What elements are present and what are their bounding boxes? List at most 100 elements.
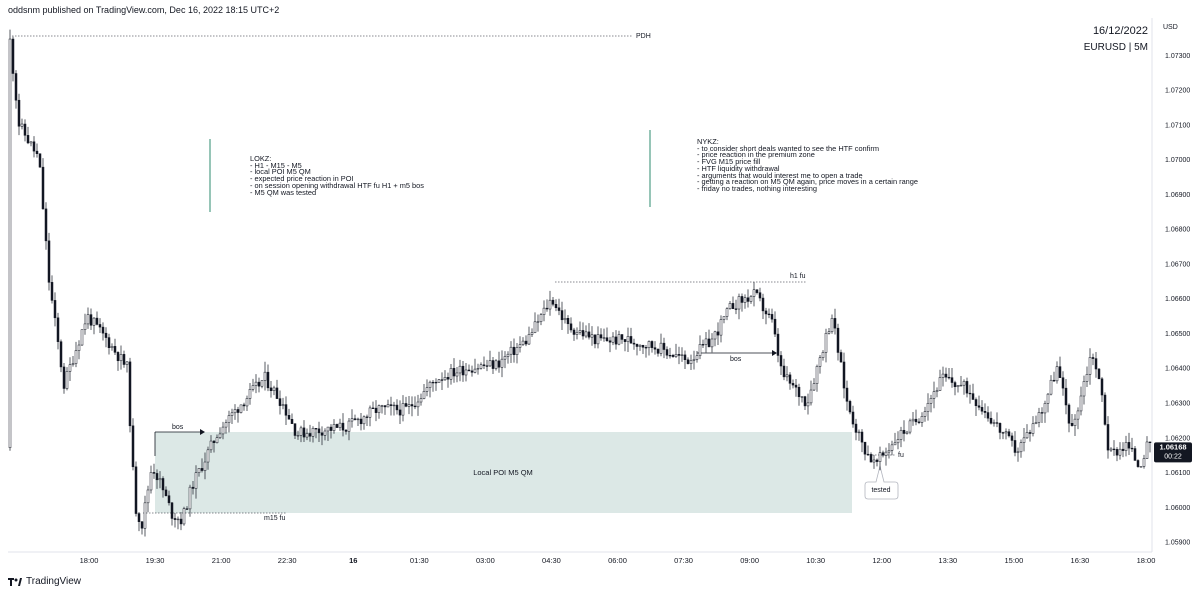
candle-body (911, 418, 915, 422)
candle-body (1031, 423, 1035, 434)
candle-body (560, 310, 564, 321)
chart-date: 16/12/2022 (1092, 25, 1148, 37)
candle-body (152, 472, 156, 474)
candle-body (215, 437, 219, 444)
price-tick-label: 1.06200 (1165, 435, 1190, 442)
candle-body (227, 415, 231, 423)
candle-body (512, 346, 516, 355)
candle-body (1022, 437, 1026, 443)
candle-body (851, 411, 855, 425)
candle-body (110, 346, 114, 349)
candle-body (281, 404, 285, 406)
candle-body (155, 473, 159, 481)
candle-body (368, 407, 372, 418)
candle-body (122, 354, 126, 365)
candle-body (989, 417, 993, 424)
candle-body (548, 299, 552, 310)
candle-body (839, 352, 843, 363)
candle-body (23, 123, 27, 136)
candle-body (689, 360, 693, 364)
candle-body (500, 358, 504, 368)
price-tick-label: 1.05900 (1165, 540, 1190, 547)
candle-body (446, 377, 450, 380)
footer-brand-label: TradingView (26, 576, 82, 587)
price-tick-label: 1.06000 (1165, 505, 1190, 512)
candle-body (659, 342, 663, 354)
candle-body (779, 355, 783, 367)
candle-body (650, 341, 654, 348)
candle-body (1043, 403, 1047, 414)
candle-body (269, 387, 273, 391)
candle-body (194, 472, 198, 489)
candle-body (539, 314, 543, 322)
candle-body (392, 404, 396, 407)
candle-body (884, 451, 888, 456)
candle-body (869, 454, 873, 463)
candle-body (653, 347, 657, 350)
candle-body (1067, 404, 1071, 424)
candle-body (521, 340, 525, 345)
candle-body (266, 371, 270, 389)
footer-brand[interactable]: TradingView (8, 576, 81, 587)
candle-body (125, 361, 129, 365)
candle-body (719, 319, 723, 336)
candle-body (854, 423, 858, 433)
candle-body (1088, 357, 1092, 375)
candle-body (26, 135, 30, 144)
time-tick-label: 16 (349, 556, 357, 565)
candle-body (203, 461, 207, 471)
candle-body (644, 347, 648, 349)
time-tick-label: 04:30 (542, 556, 561, 565)
m15-fu-label: m15 fu (264, 515, 286, 522)
last-price-badge (1154, 442, 1192, 463)
candle-body (1016, 451, 1020, 453)
candle-body (470, 370, 474, 373)
candle-body (464, 369, 468, 376)
candle-body (608, 340, 612, 343)
candle-body (830, 318, 834, 332)
candle-body (371, 407, 375, 409)
candle-body (878, 452, 882, 462)
price-tick-label: 1.07200 (1165, 88, 1190, 95)
candle-body (530, 332, 534, 335)
candle-body (515, 347, 519, 355)
candle-body (485, 365, 489, 367)
candle-body (503, 356, 507, 360)
candle-body (623, 339, 627, 342)
candle-body (701, 344, 705, 346)
candle-body (98, 324, 102, 328)
candle-body (728, 303, 732, 309)
candle-body (620, 334, 624, 340)
candle-body (137, 513, 141, 522)
candle-body (818, 357, 822, 367)
candle-body (245, 398, 249, 407)
candle-body (929, 398, 933, 404)
candle-body (101, 326, 105, 334)
tested-callout[interactable] (864, 465, 899, 500)
candle-body (329, 426, 333, 431)
candle-body (758, 292, 762, 299)
candle-body (842, 361, 846, 389)
candle-body (1010, 435, 1014, 441)
candle-body (794, 384, 798, 388)
candle-body (1139, 466, 1143, 468)
candle-body (791, 383, 795, 386)
candle-body (458, 365, 462, 374)
candle-body (188, 486, 192, 510)
candle-body (1055, 366, 1059, 382)
candle-body (950, 377, 954, 383)
time-tick-label: 06:00 (608, 556, 627, 565)
candle-body (533, 321, 537, 333)
candle-body (452, 368, 456, 377)
candle-body (965, 381, 969, 394)
candle-body (284, 404, 288, 416)
candle-body (200, 468, 204, 471)
candle-body (1049, 379, 1053, 395)
candle-body (1109, 448, 1113, 451)
candle-body (941, 373, 945, 378)
candle-body (740, 296, 744, 303)
candle-body (113, 346, 117, 353)
candle-body (41, 166, 45, 210)
candle-body (992, 422, 996, 424)
